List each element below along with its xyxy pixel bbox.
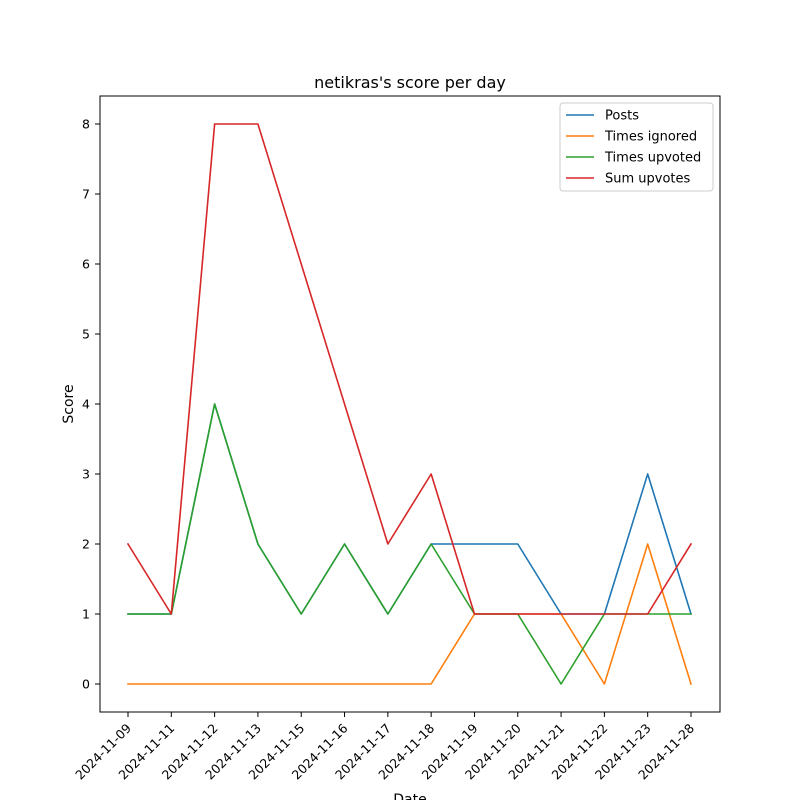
legend-label: Times upvoted <box>604 151 701 166</box>
series-line-1 <box>127 543 693 686</box>
y-axis: 0 1 2 3 4 5 6 7 8 <box>82 117 100 692</box>
y-tick-label: 3 <box>82 467 90 482</box>
legend: Posts Times ignored Times upvoted Sum upvot… <box>559 102 714 192</box>
series-layer <box>126 123 693 686</box>
legend-label: Posts <box>605 109 639 124</box>
legend-label: Sum upvotes <box>605 172 691 187</box>
y-tick-label: 4 <box>82 397 90 412</box>
y-tick-label: 2 <box>82 537 90 552</box>
y-tick-label: 5 <box>82 327 90 342</box>
y-tick-label: 1 <box>82 607 90 622</box>
chart-title: netikras's score per day <box>314 73 506 92</box>
legend-box <box>559 102 714 192</box>
y-tick-label: 6 <box>82 257 90 272</box>
series-line-2 <box>127 403 692 685</box>
y-axis-label: Score <box>61 384 77 423</box>
series-line-3 <box>126 123 693 615</box>
x-axis-label: Date <box>393 792 426 800</box>
y-tick-label: 7 <box>82 187 90 202</box>
y-tick-label: 0 <box>82 677 90 692</box>
y-tick-label: 8 <box>82 117 90 132</box>
legend-label: Times ignored <box>604 130 697 145</box>
